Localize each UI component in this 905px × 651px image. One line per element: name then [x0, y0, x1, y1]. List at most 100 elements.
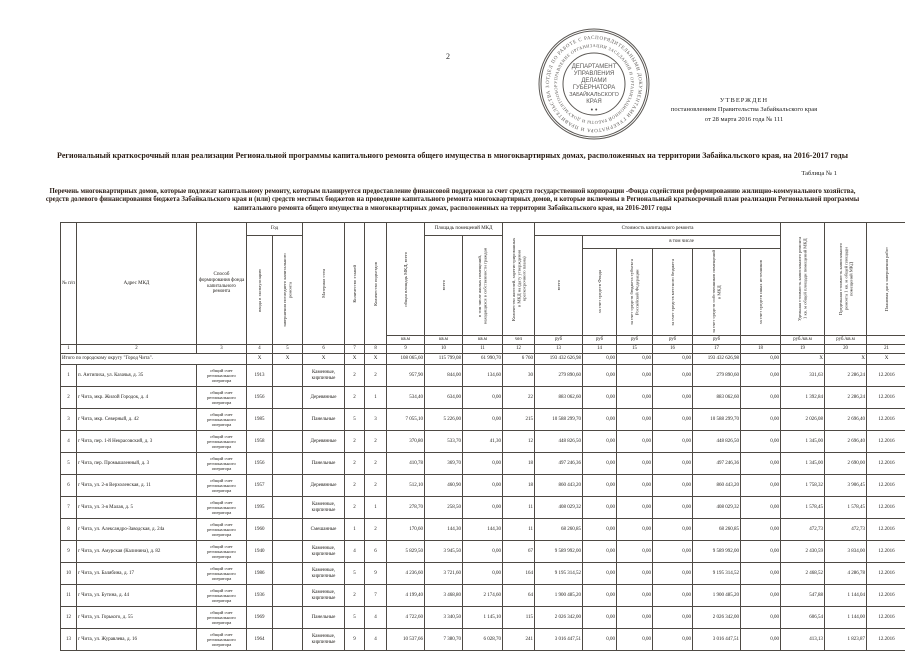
cell-area-premises: 258,50	[425, 497, 463, 519]
cell-cost-total: 68 260,85	[535, 519, 583, 541]
table-number-label: Таблица № 1	[801, 170, 837, 177]
cell-cost-total: 408 029,32	[535, 497, 583, 519]
cell-fund-share: 0,00	[583, 431, 617, 453]
cell-other-share: 0,00	[741, 409, 781, 431]
total-cell-owners-share: 193 432 626,98	[693, 354, 741, 365]
cell-owners-share: 68 260,85	[693, 519, 741, 541]
cell-entrances: 2	[365, 365, 387, 387]
col-header-owners-share: за счет средств собственников помещений …	[693, 249, 741, 336]
cell-region-share: 0,00	[617, 541, 653, 563]
cell-local-share: 0,00	[653, 541, 693, 563]
total-cell-repair-year: X	[273, 354, 303, 365]
cell-region-share: 0,00	[617, 497, 653, 519]
cell-address: г Чита, ул. Горького, д. 55	[77, 607, 197, 629]
cell-repair-year	[273, 497, 303, 519]
cell-area-total: 7 055,10	[387, 409, 425, 431]
cell-year: 1957	[247, 475, 273, 497]
cell-region-share: 0,00	[617, 519, 653, 541]
cell-area-premises: 369,70	[425, 453, 463, 475]
cell-other-share: 0,00	[741, 497, 781, 519]
col-header-num: № п/п	[61, 223, 77, 345]
cell-repair-year	[273, 387, 303, 409]
cell-floors: 2	[345, 453, 365, 475]
cell-cost-total: 9 195 314,52	[535, 563, 583, 585]
cell-floors: 5	[345, 409, 365, 431]
cell-residents: 115	[503, 607, 535, 629]
cell-fund: общий счет регионального оператора	[197, 365, 247, 387]
cell-entrances: 6	[365, 541, 387, 563]
cell-area-premises: 634,00	[425, 387, 463, 409]
cell-area-premises: 5 226,00	[425, 409, 463, 431]
cell-material: Каменные, кирпичные	[303, 563, 345, 585]
cell-material: Каменные, кирпичные	[303, 585, 345, 607]
cell-year: 1960	[247, 519, 273, 541]
cell-address: г Чита, ул. Балябина, д. 17	[77, 563, 197, 585]
cell-region-share: 0,00	[617, 585, 653, 607]
cell-floors: 2	[345, 475, 365, 497]
cell-year: 1969	[247, 607, 273, 629]
cell-fund-share: 0,00	[583, 607, 617, 629]
cell-area-total: 170,60	[387, 519, 425, 541]
cell-fund-share: 0,00	[583, 519, 617, 541]
cell-deadline: 12.2016	[867, 387, 905, 409]
cell-n: 3	[61, 409, 77, 431]
cell-material: Каменные, кирпичные	[303, 497, 345, 519]
col-header-cost-total: всего	[535, 236, 583, 336]
cell-address: г Чита, мкр. Северный, д. 42	[77, 409, 197, 431]
cell-other-share: 0,00	[741, 563, 781, 585]
cell-fund-share: 0,00	[583, 365, 617, 387]
cell-cost-total: 2 026 342,00	[535, 607, 583, 629]
unit-cell-14: руб	[583, 336, 617, 345]
cell-area-premises: 844,00	[425, 365, 463, 387]
cell-max-cost: 3 906,45	[825, 475, 867, 497]
unit-cell-13: руб	[535, 336, 583, 345]
cell-floors: 2	[345, 431, 365, 453]
cell-deadline: 12.2016	[867, 409, 905, 431]
cell-area-owned: 0,00	[463, 541, 503, 563]
col-header-deadline: Плановая дата завершения работ	[867, 223, 905, 336]
cell-fund-share: 0,00	[583, 387, 617, 409]
cell-fund: общий счет регионального оператора	[197, 519, 247, 541]
col-header-area-total: общая площадь МКД, всего	[387, 223, 425, 336]
unit-cell-12: чел	[503, 336, 535, 345]
cell-area-owned: 0,00	[463, 563, 503, 585]
page-number: 2	[446, 52, 450, 61]
column-number-19: 19	[781, 345, 825, 354]
table-body: Итого по городскому округу "Город Чита".…	[61, 354, 905, 651]
total-cell-year: X	[247, 354, 273, 365]
col-header-local-share: за счет средств местного бюджета	[653, 249, 693, 336]
col-header-fund-share: за счет средств Фонда	[583, 249, 617, 336]
cell-local-share: 0,00	[653, 563, 693, 585]
total-cell-fund-share: 0,00	[583, 354, 617, 365]
cell-owners-share: 279 890,60	[693, 365, 741, 387]
cell-address: г Чита, ул. 2-я Верхоленская, д. 11	[77, 475, 197, 497]
cell-material: Панельные	[303, 453, 345, 475]
cell-fund: общий счет регионального оператора	[197, 541, 247, 563]
cell-residents: 12	[503, 431, 535, 453]
cell-year: 1986	[247, 563, 273, 585]
approval-resolution: постановлением Правительства Забайкальск…	[598, 105, 890, 114]
cell-unit-cost: 472,73	[781, 519, 825, 541]
approval-block: УТВЕРЖДЕН постановлением Правительства З…	[598, 96, 890, 124]
cell-cost-total: 9 589 992,00	[535, 541, 583, 563]
cell-region-share: 0,00	[617, 475, 653, 497]
unit-cell-20: руб./кв.м	[825, 336, 867, 345]
cell-region-share: 0,00	[617, 431, 653, 453]
cell-n: 1	[61, 365, 77, 387]
cell-area-premises: 460,90	[425, 475, 463, 497]
cell-residents: 11	[503, 497, 535, 519]
cell-fund: общий счет регионального оператора	[197, 387, 247, 409]
cell-other-share: 0,00	[741, 431, 781, 453]
cell-material: Каменные, кирпичные	[303, 541, 345, 563]
table-header: № п/п Адрес МКД Способ формирования фонд…	[61, 223, 905, 354]
cell-address: г Чита, мкр. Жилой Городок, д. 4	[77, 387, 197, 409]
cell-area-total: 5 829,50	[387, 541, 425, 563]
cell-repair-year	[273, 365, 303, 387]
cell-owners-share: 860 443,20	[693, 475, 741, 497]
total-cell-floors: X	[345, 354, 365, 365]
department-stamp: ОТДЕЛ ПО РАБОТЕ С РАСПОРЯДИТЕЛЬНЫМИ ДОКУ…	[536, 26, 652, 142]
cell-other-share: 0,00	[741, 475, 781, 497]
cell-entrances: 1	[365, 497, 387, 519]
